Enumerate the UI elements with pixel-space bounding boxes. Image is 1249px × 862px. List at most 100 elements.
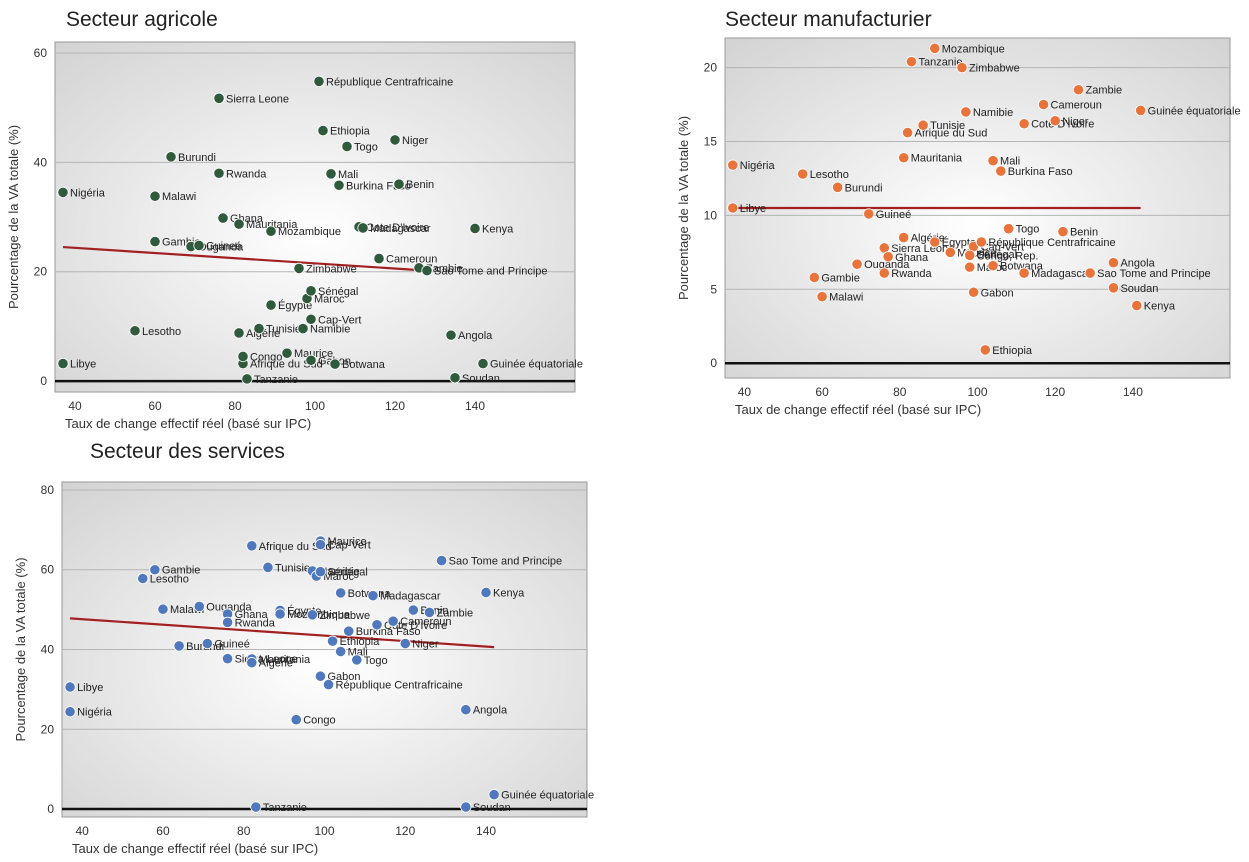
y-tick-label: 80 — [41, 483, 55, 497]
point-malawi — [816, 291, 828, 303]
point-label-togo: Togo — [1016, 224, 1040, 236]
x-tick-label: 100 — [314, 824, 334, 838]
point-cameroun — [387, 615, 399, 627]
point-label-afrique-du-sud: Afrique du Sud — [915, 128, 988, 140]
point-label-maroc: Maroc — [314, 293, 345, 305]
point-label-sierra-leone: Sierra Leone — [226, 93, 289, 105]
point-rwanda — [213, 167, 225, 179]
point-ethiopia — [979, 344, 991, 356]
point-malawi — [157, 603, 169, 615]
point-ouganda — [193, 600, 205, 613]
point-label-cameroun: Cameroun — [386, 254, 437, 266]
point-ghana — [882, 251, 894, 263]
point-label-madagascar: Madagascar — [380, 591, 441, 603]
y-tick-label: 0 — [710, 356, 717, 370]
point-niger — [389, 134, 401, 146]
y-tick-label: 20 — [41, 722, 55, 736]
point-label-mali: Mali — [338, 169, 358, 181]
point-label-soudan: Soudan — [462, 373, 500, 385]
point-label-burundi: Burundi — [178, 152, 216, 164]
point-label-libye: Libye — [70, 359, 96, 371]
x-tick-label: 40 — [738, 385, 752, 399]
point-egypte — [929, 236, 941, 248]
point-label-botwana: Botwana — [342, 359, 386, 371]
y-axis-label: Pourcentage de la VA totale (%) — [13, 557, 28, 741]
y-tick-label: 10 — [704, 208, 718, 222]
point-burundi — [832, 181, 844, 193]
point-malawi — [149, 190, 161, 202]
point-gabon — [968, 286, 980, 298]
point-cap-vert — [305, 313, 317, 325]
point-label-senegal: Sénégal — [977, 249, 1017, 261]
point-cameroun — [373, 252, 385, 265]
point-label-cameroun: Cameroun — [1051, 100, 1102, 112]
point-botwana — [329, 358, 341, 370]
point-republique-centrafricaine — [313, 75, 325, 87]
point-rwanda — [878, 267, 890, 279]
point-label-senegal: Sénégal — [318, 286, 358, 298]
point-zambie — [423, 606, 436, 619]
x-tick-label: 40 — [76, 824, 90, 838]
point-label-lesotho: Lesotho — [150, 574, 189, 586]
point-lesotho — [797, 168, 809, 180]
point-madagascar — [357, 222, 369, 234]
point-label-angola: Angola — [1120, 258, 1155, 270]
point-guinee — [863, 208, 875, 220]
point-label-guinee-equatoriale: Guinée équatoriale — [501, 790, 594, 802]
point-mali — [325, 168, 337, 180]
point-label-zimbabwe: Zimbabwe — [306, 263, 357, 275]
y-tick-label: 0 — [40, 374, 47, 388]
x-tick-label: 140 — [465, 399, 485, 413]
point-label-botwana: Botwana — [1000, 261, 1044, 273]
chart-services: 0 20 40 60 80 40 60 80 100 120 140 Taux de change e… — [13, 481, 594, 856]
point-guinee-equatoriale — [1135, 104, 1147, 117]
point-label-nigeria: Nigéria — [70, 187, 106, 199]
point-label-burkina-faso: Burkina Faso — [1008, 166, 1073, 178]
x-tick-label: 120 — [385, 399, 405, 413]
point-togo — [1002, 223, 1015, 235]
point-tanzanie — [250, 801, 262, 813]
point-mali — [987, 155, 999, 167]
point-label-ethiopia: Ethiopia — [340, 636, 381, 648]
point-label-cameroun: Cameroun — [400, 616, 451, 628]
point-label-republique-centrafricaine: République Centrafricaine — [336, 680, 463, 692]
point-togo — [341, 140, 353, 153]
point-ethiopia — [317, 124, 329, 137]
point-label-maurice: Maurice — [294, 348, 333, 360]
point-label-angola: Angola — [458, 330, 493, 342]
point-label-congo-rep: Congo, Rep. — [977, 250, 1039, 262]
point-label-guinee: Guineé — [876, 209, 911, 221]
point-lesotho — [137, 572, 149, 585]
point-rwanda — [221, 616, 234, 628]
point-madagascar — [1018, 267, 1030, 279]
point-tunisie — [262, 561, 274, 573]
point-label-zambie: Zambie — [1086, 85, 1123, 97]
point-guinee — [193, 239, 205, 252]
point-zimbabwe — [306, 609, 318, 621]
chart-title-manufacturier: Secteur manufacturier — [725, 8, 932, 31]
point-maurice — [944, 246, 956, 258]
x-tick-label: 100 — [305, 399, 325, 413]
point-lesotho — [129, 325, 141, 337]
point-label-guinee-equatoriale: Guinée équatoriale — [1148, 105, 1241, 117]
point-guinee-equatoriale — [477, 357, 489, 370]
point-label-guinee: Guineé — [214, 639, 249, 651]
point-label-libye: Libye — [77, 682, 103, 694]
point-label-afrique-du-sud: Afrique du Sud — [250, 359, 323, 371]
point-label-cap-vert: Cap-Vert — [981, 241, 1024, 253]
point-label-cote-d-ivoire: Cote D'Ivoire — [366, 222, 429, 234]
point-label-namibie: Namibie — [973, 107, 1013, 119]
point-label-republique-centrafricaine: République Centrafricaine — [988, 237, 1115, 249]
point-cameroun — [1037, 98, 1050, 111]
y-tick-label: 40 — [34, 155, 48, 169]
point-afrique-du-sud — [246, 540, 258, 552]
y-tick-label: 0 — [47, 802, 54, 816]
point-mozambique — [274, 608, 286, 620]
point-label-kenya: Kenya — [482, 223, 514, 235]
point-soudan — [1107, 282, 1120, 294]
y-tick-label: 40 — [41, 643, 55, 657]
point-label-mozambique: Mozambique — [942, 43, 1005, 55]
point-kenya — [480, 586, 492, 599]
point-label-tanzanie: Tanzanie — [918, 57, 962, 69]
point-label-maroc: Maroc — [323, 571, 354, 583]
